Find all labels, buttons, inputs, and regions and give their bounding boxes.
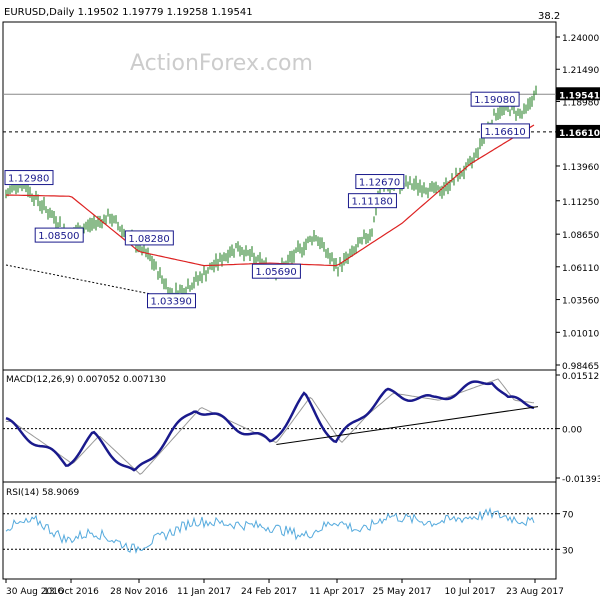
support-price-label: 1.16610	[559, 129, 600, 139]
macd-tick-label: 0.01512	[562, 372, 599, 382]
price-tick-label: 1.13960	[562, 163, 599, 173]
price-annotation-box	[124, 230, 174, 246]
moving-average-line	[5, 124, 535, 267]
price-annotation-label: 1.03390	[150, 297, 191, 308]
price-tick-label: 1.08650	[562, 231, 599, 241]
price-annotation-label: 1.05690	[255, 267, 296, 278]
price-annotation-box	[470, 91, 520, 107]
price-tick-label: 1.24000	[562, 34, 599, 44]
price-annotation-box	[480, 123, 530, 139]
price-annotation-label: 1.12670	[359, 178, 400, 189]
price-annotation-box	[251, 263, 301, 279]
price-annotation-box	[34, 227, 84, 243]
rsi-line	[5, 506, 535, 555]
date-tick-label: 11 Jan 2017	[177, 587, 231, 597]
date-tick-label: 30 Aug 2016	[6, 587, 64, 597]
rsi-plot: 70 30	[3, 506, 574, 556]
current-price-label: 1.19541	[559, 91, 600, 101]
support-price-box	[556, 124, 600, 138]
rsi-tick-label: 70	[562, 511, 574, 521]
rsi-tick-label: 30	[562, 546, 574, 556]
macd-plot: 0.01512 0.00 -0.013938	[3, 372, 600, 485]
price-annotation-box	[355, 174, 405, 190]
date-tick-label: 23 Aug 2017	[506, 587, 564, 597]
price-tick-label: 1.11250	[562, 198, 599, 208]
price-annotation-label: 1.08280	[128, 234, 169, 245]
rsi-title: RSI(14) 58.9069	[6, 488, 79, 498]
price-annotation-label: 1.16610	[484, 127, 525, 138]
date-tick-label: 24 Feb 2017	[241, 587, 297, 597]
macd-tick-label: -0.013938	[562, 475, 600, 485]
price-annotation-box	[146, 293, 196, 309]
price-tick-label: 1.01010	[562, 329, 599, 339]
price-tick-label: 0.98465	[562, 362, 599, 372]
macd-tick-label: 0.00	[562, 426, 582, 436]
price-annotation-box	[347, 193, 397, 209]
fib-level-label: 38.2	[538, 11, 560, 22]
price-annotation-label: 1.08500	[38, 231, 79, 242]
date-tick-label: 13 Oct 2016	[43, 587, 99, 597]
price-annotation-label: 1.19080	[474, 95, 515, 106]
date-tick-label: 25 May 2017	[373, 587, 432, 597]
current-price-box	[556, 87, 600, 101]
date-tick-label: 10 Jul 2017	[445, 587, 496, 597]
chart-header-title: EURUSD,Daily 1.19502 1.19779 1.19258 1.1…	[4, 7, 253, 18]
price-annotation-label: 1.12980	[8, 174, 49, 185]
price-annotations: 1.12980 1.08500 1.08280 1.03390 1.05690 1.126…	[4, 91, 530, 309]
macd-line	[5, 380, 535, 472]
price-tick-label: 1.18980	[562, 98, 599, 108]
watermark: ActionForex.com	[130, 51, 313, 76]
rsi-panel-frame	[2, 481, 557, 580]
price-tick-label: 1.03560	[562, 297, 599, 307]
date-tick-label: 11 Apr 2017	[309, 587, 365, 597]
ma-path	[5, 124, 535, 267]
macd-trendline	[276, 406, 539, 446]
price-annotation-box	[4, 170, 54, 186]
price-tick-label: 1.21490	[562, 66, 599, 76]
price-annotation-label: 1.11180	[351, 197, 392, 208]
price-tick-label: 1.06110	[562, 264, 599, 274]
macd-title: MACD(12,26,9) 0.007052 0.007130	[6, 375, 166, 385]
date-tick-label: 28 Nov 2016	[110, 587, 168, 597]
